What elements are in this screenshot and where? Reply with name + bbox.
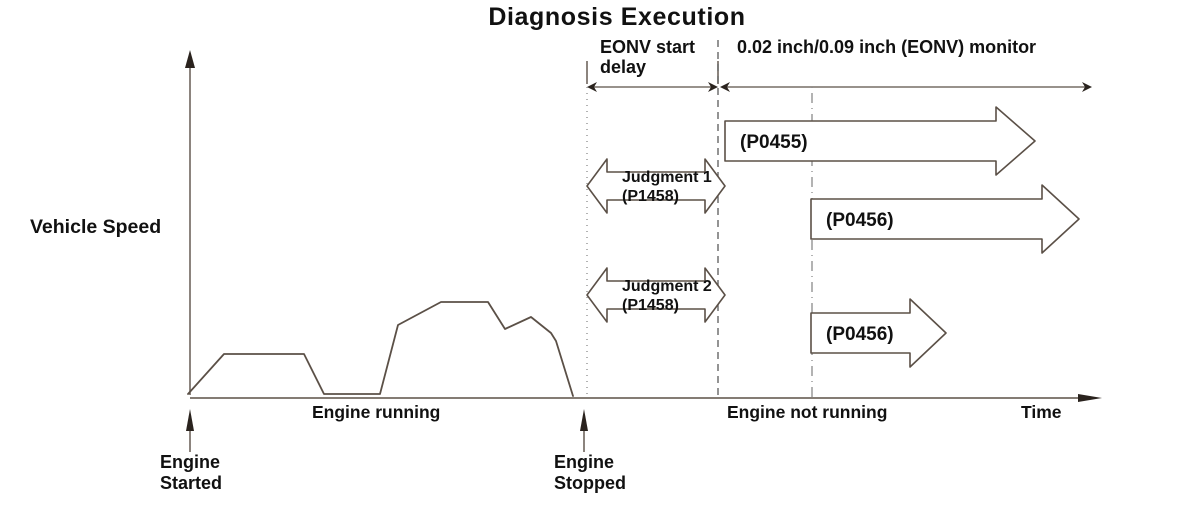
svg-text:Engine: Engine — [554, 452, 614, 472]
svg-text:Engine: Engine — [160, 452, 220, 472]
svg-text:EONV start: EONV start — [600, 37, 695, 57]
svg-text:Started: Started — [160, 473, 222, 493]
svg-text:Vehicle Speed: Vehicle Speed — [30, 216, 161, 238]
svg-text:(P0455): (P0455) — [740, 132, 808, 153]
svg-text:Judgment 2: Judgment 2 — [622, 278, 712, 295]
svg-text:Engine not running: Engine not running — [727, 402, 887, 422]
svg-text:Time: Time — [1021, 402, 1062, 422]
svg-text:Stopped: Stopped — [554, 473, 626, 493]
svg-text:Judgment 1: Judgment 1 — [622, 169, 712, 186]
svg-text:0.02 inch/0.09 inch (EONV) mon: 0.02 inch/0.09 inch (EONV) monitor — [737, 37, 1036, 57]
svg-text:(P0456): (P0456) — [826, 210, 894, 231]
svg-text:Engine running: Engine running — [312, 402, 440, 422]
svg-text:(P1458): (P1458) — [622, 188, 679, 205]
svg-text:(P0456): (P0456) — [826, 324, 894, 345]
svg-text:delay: delay — [600, 57, 646, 77]
svg-text:(P1458): (P1458) — [622, 297, 679, 314]
